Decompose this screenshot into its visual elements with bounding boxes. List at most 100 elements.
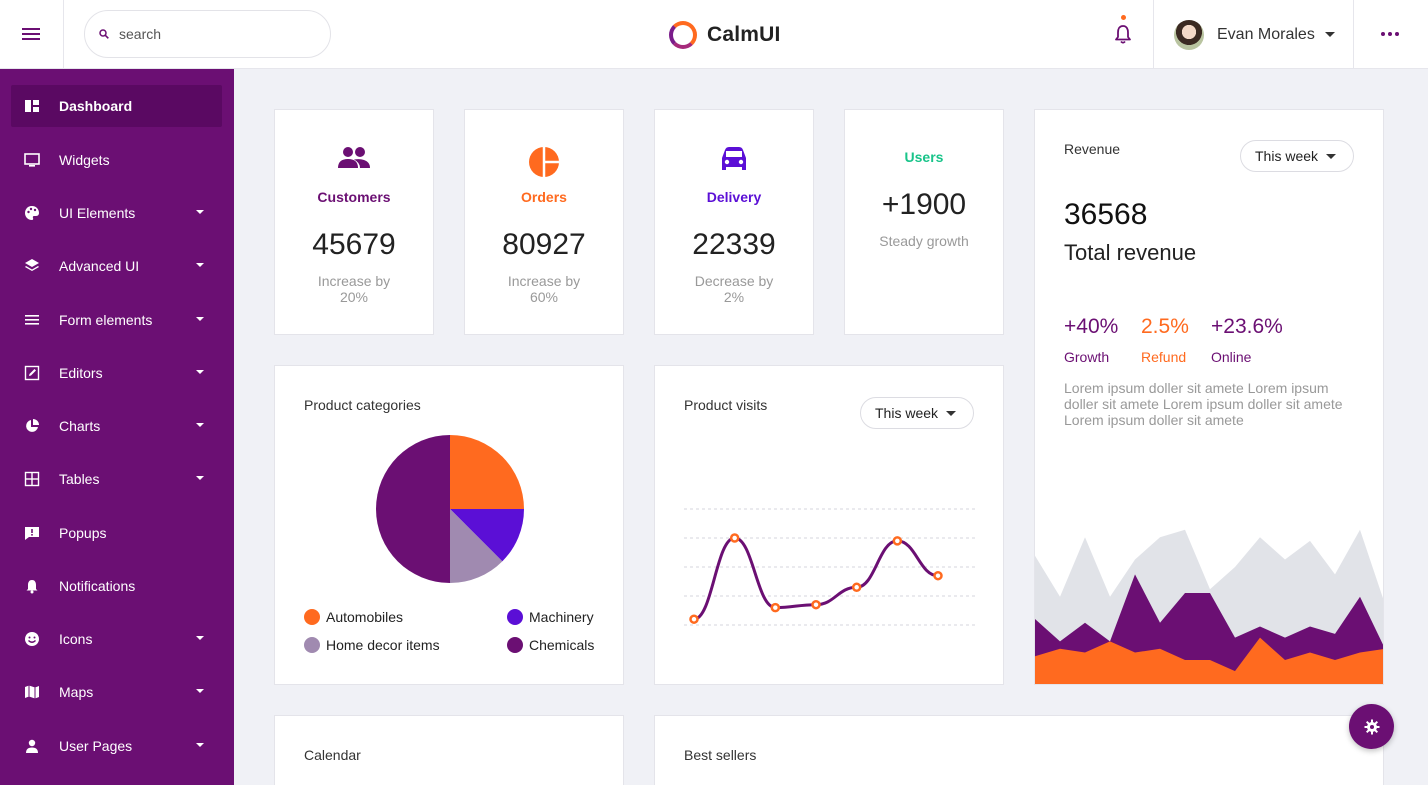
revenue-area-series-2 [1035, 637, 1383, 684]
sidebar-item-tables[interactable]: Tables [11, 458, 222, 500]
legend-label: Automobiles [326, 609, 404, 625]
best-sellers-title: Best sellers [684, 747, 757, 763]
stat-label: Orders [521, 189, 567, 205]
product-visits-line-chart [684, 508, 976, 626]
map-icon [25, 685, 39, 699]
more-options-button[interactable] [1374, 22, 1406, 46]
refund-label: Refund [1141, 349, 1187, 365]
sidebar-item-ui-elements[interactable]: UI Elements [11, 192, 222, 234]
bell-icon [26, 580, 38, 594]
pie-slice-machinery [450, 509, 524, 562]
sidebar-item-label: Editors [59, 365, 103, 381]
sidebar-item-label: Notifications [59, 578, 136, 594]
table-icon [24, 471, 40, 487]
calendar-title: Calendar [304, 747, 361, 763]
growth-value: +40% [1064, 315, 1119, 338]
user-menu[interactable]: Evan Morales [1153, 0, 1354, 69]
palette-icon [25, 206, 39, 220]
more-dots-icon [1395, 32, 1399, 36]
list-icon [25, 315, 39, 325]
online-label: Online [1211, 349, 1252, 365]
user-name: Evan Morales [1217, 25, 1315, 43]
sidebar-item-icons[interactable]: Icons [11, 618, 222, 660]
revenue-card: Revenue This week 36568 Total revenue +4… [1034, 109, 1384, 685]
chevron-down-icon [1324, 32, 1335, 37]
legend-dot [507, 637, 523, 653]
sidebar-item-notifications[interactable]: Notifications [11, 565, 222, 607]
pie-slice-chemicals [376, 435, 450, 583]
sidebar-item-label: Widgets [59, 152, 110, 168]
legend-label: Machinery [529, 609, 594, 625]
stat-card-customers: Customers 45679 Increase by 20% [274, 109, 434, 335]
sidebar-item-user-pages[interactable]: User Pages [11, 725, 222, 767]
legend-item: Machinery [507, 609, 594, 625]
chevron-down-icon [196, 743, 204, 747]
search-box[interactable] [84, 10, 331, 58]
visits-period-select[interactable]: This week [860, 397, 974, 429]
sidebar-item-widgets[interactable]: Widgets [11, 139, 222, 181]
legend-item: Chemicals [507, 637, 594, 653]
notifications-bell-icon[interactable] [1112, 22, 1134, 46]
pie-chart-icon [26, 419, 39, 432]
monitor-icon [24, 153, 40, 167]
stat-value: 45679 [312, 228, 396, 261]
revenue-total-label: Total revenue [1064, 240, 1197, 265]
legend-item: Automobiles [304, 609, 403, 625]
legend-dot [304, 609, 320, 625]
online-value: +23.6% [1211, 315, 1283, 338]
edit-icon [24, 365, 40, 381]
sidebar-item-label: UI Elements [59, 205, 136, 221]
period-value: This week [1255, 148, 1319, 164]
stat-subtext: Decrease by 2% [694, 273, 774, 305]
stat-label: Delivery [706, 189, 762, 205]
smiley-icon [25, 632, 39, 646]
sidebar-item-form-elements[interactable]: Form elements [11, 299, 222, 341]
sidebar-item-editors[interactable]: Editors [11, 352, 222, 394]
chevron-down-icon [196, 317, 204, 321]
sidebar-item-dashboard[interactable]: Dashboard [11, 85, 222, 127]
period-value: This week [875, 405, 939, 421]
revenue-period-select[interactable]: This week [1240, 140, 1354, 172]
search-input[interactable] [119, 26, 299, 42]
chevron-down-icon [196, 689, 204, 693]
stat-subtext: Increase by 20% [317, 273, 391, 305]
stat-card-delivery: Delivery 22339 Decrease by 2% [654, 109, 814, 335]
pie-icon [465, 146, 623, 178]
sidebar-item-label: Advanced UI [59, 258, 140, 274]
stat-value: +1900 [881, 188, 967, 221]
sidebar-item-maps[interactable]: Maps [11, 671, 222, 713]
sidebar-item-advanced-ui[interactable]: Advanced UI [11, 245, 222, 287]
sidebar-item-label: User Pages [59, 738, 133, 754]
sidebar-item-charts[interactable]: Charts [11, 405, 222, 447]
menu-toggle-button[interactable] [0, 0, 64, 69]
chevron-down-icon [946, 410, 957, 416]
revenue-total: 36568 [1064, 198, 1148, 231]
sidebar-item-label: Form elements [59, 312, 153, 328]
visits-point [689, 614, 699, 624]
chevron-down-icon [196, 210, 204, 214]
chevron-down-icon [196, 636, 204, 640]
settings-button[interactable] [1349, 704, 1394, 749]
sidebar-item-label: Icons [59, 631, 93, 647]
hamburger-icon-line [22, 38, 40, 40]
stat-value: 80927 [502, 228, 586, 261]
growth-label: Growth [1064, 349, 1110, 365]
pie-slice-home-decor-items [450, 509, 503, 583]
stat-card-orders: Orders 80927 Increase by 60% [464, 109, 624, 335]
sidebar: Dashboard Widgets UI Elements Advanced UI Fo… [0, 69, 234, 785]
stat-label: Customers [317, 189, 391, 205]
stat-card-users: Users +1900 Steady growth [844, 109, 1004, 335]
sidebar-item-popups[interactable]: Popups [11, 512, 222, 554]
search-icon [99, 29, 109, 39]
more-dots-icon [1381, 32, 1385, 36]
brand-logo[interactable]: CalmUI [669, 20, 781, 50]
visits-point [851, 582, 862, 593]
chevron-down-icon [196, 423, 204, 427]
legend-label: Home decor items [326, 637, 440, 653]
product-visits-title: Product visits [684, 397, 768, 413]
sidebar-item-label: Charts [59, 418, 101, 434]
logo-icon [669, 21, 697, 49]
feedback-icon [25, 527, 39, 540]
sidebar-item-label: Popups [59, 525, 107, 541]
revenue-title: Revenue [1064, 141, 1121, 157]
